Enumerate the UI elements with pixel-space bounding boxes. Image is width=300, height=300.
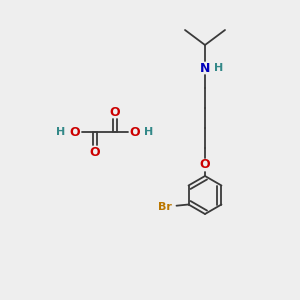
- Text: N: N: [200, 61, 210, 74]
- Text: O: O: [110, 106, 120, 118]
- Text: O: O: [70, 125, 80, 139]
- Text: O: O: [200, 158, 210, 172]
- Text: O: O: [130, 125, 140, 139]
- Text: Br: Br: [158, 202, 172, 212]
- Text: H: H: [214, 63, 224, 73]
- Text: H: H: [56, 127, 66, 137]
- Text: H: H: [144, 127, 154, 137]
- Text: O: O: [90, 146, 100, 158]
